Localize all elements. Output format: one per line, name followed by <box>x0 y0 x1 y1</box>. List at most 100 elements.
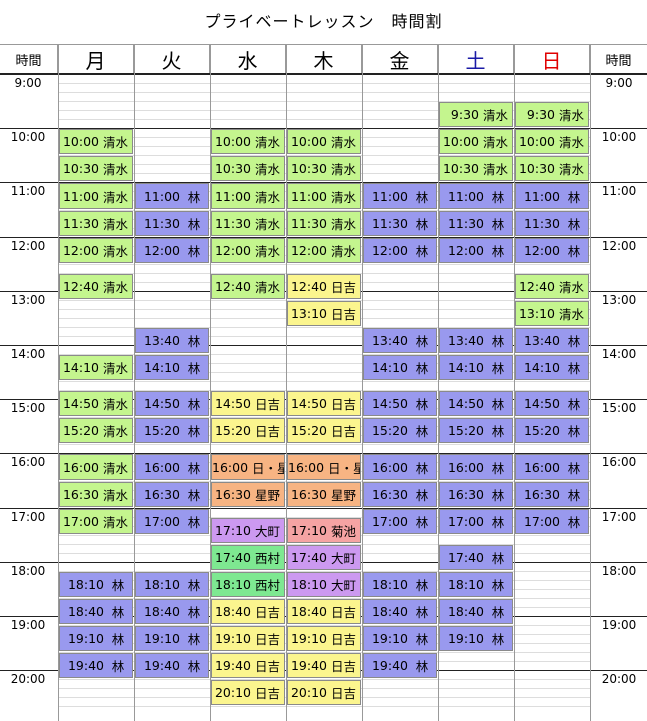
lesson-cell[interactable]: 18:40 林 <box>363 599 437 624</box>
lesson-cell[interactable]: 14:10 清水 <box>59 355 133 380</box>
lesson-cell[interactable]: 12:40 清水 <box>59 274 133 299</box>
lesson-cell[interactable]: 19:10 林 <box>439 626 513 651</box>
lesson-cell[interactable]: 12:00 林 <box>363 238 437 263</box>
lesson-cell[interactable]: 13:40 林 <box>135 328 209 353</box>
lesson-cell[interactable]: 12:00 林 <box>515 238 589 263</box>
lesson-cell[interactable]: 18:10 西村 <box>211 572 285 597</box>
lesson-cell[interactable]: 10:00 清水 <box>439 129 513 154</box>
lesson-cell[interactable]: 18:40 日吉 <box>287 599 361 624</box>
lesson-cell[interactable]: 16:30 林 <box>515 482 589 507</box>
lesson-cell[interactable]: 11:30 林 <box>363 211 437 236</box>
lesson-cell[interactable]: 11:30 林 <box>135 211 209 236</box>
lesson-cell[interactable]: 11:30 清水 <box>211 211 285 236</box>
lesson-cell[interactable]: 17:00 清水 <box>59 509 133 534</box>
lesson-cell[interactable]: 17:10 菊池 <box>287 518 361 543</box>
lesson-cell[interactable]: 17:00 林 <box>135 509 209 534</box>
lesson-cell[interactable]: 16:30 清水 <box>59 482 133 507</box>
lesson-cell[interactable]: 9:30 清水 <box>439 102 513 127</box>
lesson-cell[interactable]: 15:20 日吉 <box>287 418 361 443</box>
lesson-cell[interactable]: 17:00 林 <box>515 509 589 534</box>
lesson-cell[interactable]: 16:30 林 <box>439 482 513 507</box>
lesson-cell[interactable]: 17:40 西村 <box>211 545 285 570</box>
lesson-cell[interactable]: 20:10 日吉 <box>287 680 361 705</box>
lesson-cell[interactable]: 18:40 林 <box>135 599 209 624</box>
lesson-cell[interactable]: 10:00 清水 <box>211 129 285 154</box>
lesson-cell[interactable]: 18:40 林 <box>439 599 513 624</box>
lesson-cell[interactable]: 10:30 清水 <box>439 156 513 181</box>
lesson-cell[interactable]: 13:10 清水 <box>515 301 589 326</box>
lesson-cell[interactable]: 13:40 林 <box>439 328 513 353</box>
lesson-cell[interactable]: 14:50 日吉 <box>287 391 361 416</box>
lesson-cell[interactable]: 11:00 林 <box>515 183 589 209</box>
lesson-cell[interactable]: 18:10 林 <box>439 572 513 597</box>
lesson-cell[interactable]: 10:30 清水 <box>211 156 285 181</box>
lesson-cell[interactable]: 18:40 林 <box>59 599 133 624</box>
lesson-cell[interactable]: 16:00 清水 <box>59 454 133 480</box>
lesson-cell[interactable]: 10:30 清水 <box>515 156 589 181</box>
lesson-cell[interactable]: 16:30 林 <box>135 482 209 507</box>
lesson-cell[interactable]: 11:00 清水 <box>211 183 285 209</box>
lesson-cell[interactable]: 14:50 林 <box>363 391 437 416</box>
lesson-cell[interactable]: 10:00 清水 <box>59 129 133 154</box>
lesson-cell[interactable]: 19:40 日吉 <box>211 653 285 678</box>
lesson-cell[interactable]: 16:00 林 <box>439 454 513 480</box>
lesson-cell[interactable]: 18:10 林 <box>135 572 209 597</box>
lesson-cell[interactable]: 13:40 林 <box>363 328 437 353</box>
lesson-cell[interactable]: 19:40 林 <box>135 653 209 678</box>
lesson-cell[interactable]: 11:30 林 <box>439 211 513 236</box>
lesson-cell[interactable]: 19:40 日吉 <box>287 653 361 678</box>
lesson-cell[interactable]: 14:10 林 <box>439 355 513 380</box>
lesson-cell[interactable]: 10:00 清水 <box>515 129 589 154</box>
lesson-cell[interactable]: 19:40 林 <box>59 653 133 678</box>
lesson-cell[interactable]: 13:40 林 <box>515 328 589 353</box>
lesson-cell[interactable]: 14:10 林 <box>515 355 589 380</box>
lesson-cell[interactable]: 16:30 林 <box>363 482 437 507</box>
lesson-cell[interactable]: 12:40 清水 <box>211 274 285 299</box>
lesson-cell[interactable]: 11:00 林 <box>135 183 209 209</box>
lesson-cell[interactable]: 11:30 林 <box>515 211 589 236</box>
lesson-cell[interactable]: 11:30 清水 <box>59 211 133 236</box>
lesson-cell[interactable]: 16:30 星野 <box>287 482 361 507</box>
lesson-cell[interactable]: 18:10 大町 <box>287 572 361 597</box>
lesson-cell[interactable]: 17:00 林 <box>363 509 437 534</box>
lesson-cell[interactable]: 15:20 清水 <box>59 418 133 443</box>
lesson-cell[interactable]: 11:00 林 <box>439 183 513 209</box>
lesson-cell[interactable]: 16:30 星野 <box>211 482 285 507</box>
lesson-cell[interactable]: 19:40 林 <box>363 653 437 678</box>
lesson-cell[interactable]: 16:00日・星 <box>211 454 285 480</box>
lesson-cell[interactable]: 13:10 日吉 <box>287 301 361 326</box>
lesson-cell[interactable]: 15:20 日吉 <box>211 418 285 443</box>
lesson-cell[interactable]: 16:00 林 <box>515 454 589 480</box>
lesson-cell[interactable]: 16:00 林 <box>135 454 209 480</box>
lesson-cell[interactable]: 14:50 清水 <box>59 391 133 416</box>
lesson-cell[interactable]: 17:40 林 <box>439 545 513 570</box>
lesson-cell[interactable]: 12:40 清水 <box>515 274 589 299</box>
lesson-cell[interactable]: 19:10 林 <box>363 626 437 651</box>
lesson-cell[interactable]: 19:10 日吉 <box>211 626 285 651</box>
lesson-cell[interactable]: 16:00日・星 <box>287 454 361 480</box>
lesson-cell[interactable]: 10:30 清水 <box>287 156 361 181</box>
lesson-cell[interactable]: 15:20 林 <box>439 418 513 443</box>
lesson-cell[interactable]: 18:40 日吉 <box>211 599 285 624</box>
lesson-cell[interactable]: 14:10 林 <box>135 355 209 380</box>
lesson-cell[interactable]: 17:10 大町 <box>211 518 285 543</box>
lesson-cell[interactable]: 11:30 清水 <box>287 211 361 236</box>
lesson-cell[interactable]: 12:00 林 <box>135 238 209 263</box>
lesson-cell[interactable]: 12:40 日吉 <box>287 274 361 299</box>
lesson-cell[interactable]: 15:20 林 <box>363 418 437 443</box>
lesson-cell[interactable]: 19:10 林 <box>135 626 209 651</box>
lesson-cell[interactable]: 14:50 日吉 <box>211 391 285 416</box>
lesson-cell[interactable]: 12:00 清水 <box>287 238 361 263</box>
lesson-cell[interactable]: 11:00 林 <box>363 183 437 209</box>
lesson-cell[interactable]: 17:00 林 <box>439 509 513 534</box>
lesson-cell[interactable]: 14:50 林 <box>515 391 589 416</box>
lesson-cell[interactable]: 14:50 林 <box>135 391 209 416</box>
lesson-cell[interactable]: 17:40 大町 <box>287 545 361 570</box>
lesson-cell[interactable]: 14:50 林 <box>439 391 513 416</box>
lesson-cell[interactable]: 19:10 日吉 <box>287 626 361 651</box>
lesson-cell[interactable]: 9:30 清水 <box>515 102 589 127</box>
lesson-cell[interactable]: 20:10 日吉 <box>211 680 285 705</box>
lesson-cell[interactable]: 10:00 清水 <box>287 129 361 154</box>
lesson-cell[interactable]: 12:00 林 <box>439 238 513 263</box>
lesson-cell[interactable]: 18:10 林 <box>363 572 437 597</box>
